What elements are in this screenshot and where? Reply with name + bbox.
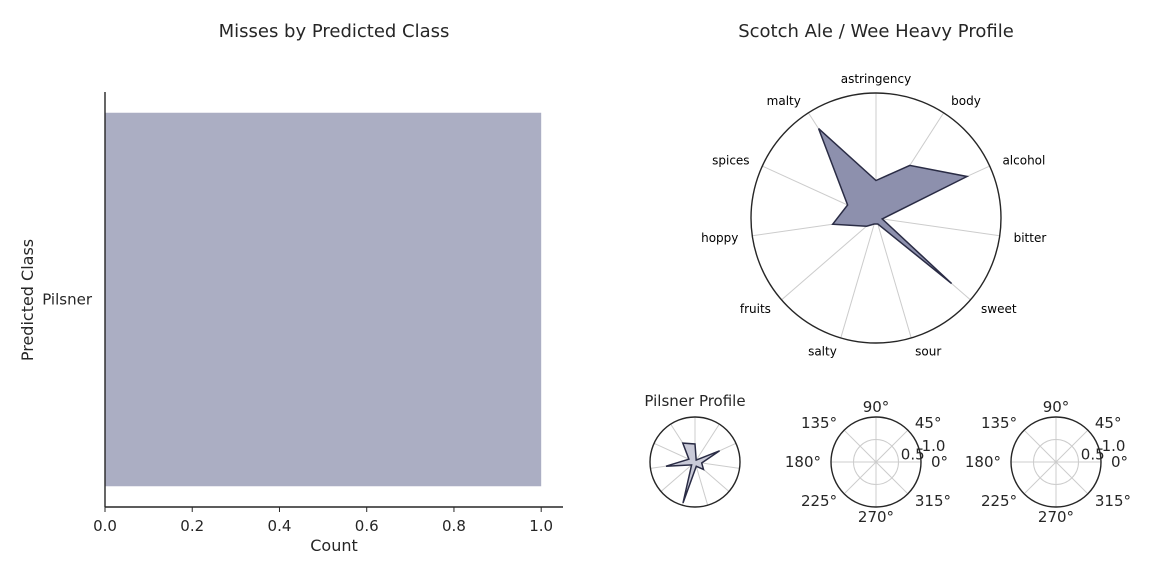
angle-tick-label: 225° — [981, 492, 1017, 510]
x-tick-label: 1.0 — [529, 517, 553, 535]
angle-tick-label: 315° — [915, 492, 951, 510]
x-tick-label: 0.2 — [180, 517, 204, 535]
axis-label-sweet: sweet — [981, 302, 1017, 316]
angle-tick-label: 270° — [1038, 508, 1074, 526]
axis-label-spices: spices — [712, 153, 749, 167]
axis-label-alcohol: alcohol — [1002, 153, 1045, 167]
bar-chart-y-ticks: Pilsner — [42, 291, 93, 309]
bar-chart-x-ticks: 0.0 0.2 0.4 0.6 0.8 1.0 — [93, 507, 553, 535]
polar-grid-spoke — [843, 461, 877, 495]
x-tick-label: 0.0 — [93, 517, 117, 535]
radial-tick-label: 1.0 — [922, 437, 946, 455]
radar-small-plot — [649, 416, 741, 508]
angle-tick-label: 315° — [1095, 492, 1131, 510]
axis-label-bitter: bitter — [1014, 231, 1047, 245]
axis-label-fruits: fruits — [740, 302, 771, 316]
x-tick-label: 0.6 — [355, 517, 379, 535]
angle-tick-label: 180° — [785, 453, 821, 471]
radial-tick-label: 1.0 — [1102, 437, 1126, 455]
axis-label-sour: sour — [915, 344, 941, 358]
y-tick-label: Pilsner — [42, 291, 93, 309]
bar-chart-bars — [105, 112, 542, 487]
spoke-body — [694, 423, 720, 463]
radar-small-title: Pilsner Profile — [644, 392, 745, 410]
angle-tick-label: 90° — [863, 398, 890, 416]
angle-tick-label: 0° — [931, 453, 948, 471]
bar-pilsner — [105, 112, 542, 487]
radar-outline — [649, 416, 741, 508]
spoke-bitter — [875, 217, 1000, 237]
angle-tick-label: 270° — [858, 508, 894, 526]
x-tick-label: 0.8 — [442, 517, 466, 535]
angle-tick-label: 225° — [801, 492, 837, 510]
radial-tick-label: 0.5 — [901, 445, 925, 463]
polar-grid-spoke — [843, 429, 877, 463]
spoke-sour — [875, 217, 912, 339]
angle-tick-label: 0° — [1111, 453, 1128, 471]
x-tick-label: 0.4 — [268, 517, 292, 535]
angle-tick-label: 180° — [965, 453, 1001, 471]
bar-chart-x-axis-label: Count — [310, 536, 358, 555]
radar-area — [817, 128, 970, 285]
polar-grid-spoke — [1055, 429, 1089, 463]
axis-label-malty: malty — [767, 94, 801, 108]
bar-chart-panel: Misses by Predicted Class 0.0 0.2 0.4 0.6 0.… — [18, 21, 563, 555]
axis-label-salty: salty — [808, 344, 837, 358]
spoke-fruits — [781, 217, 877, 301]
radar-main-plot: astringency body alcohol bitter sweet sour sal… — [701, 72, 1046, 358]
axis-label-hoppy: hoppy — [701, 231, 738, 245]
polar-outline — [830, 416, 922, 508]
polar-grid-spoke — [1023, 461, 1057, 495]
radar-small-panel: Pilsner Profile — [644, 392, 746, 508]
polar-grid-spoke — [875, 429, 909, 463]
polar-outline — [1010, 416, 1102, 508]
angle-tick-label: 135° — [981, 414, 1017, 432]
axis-label-astringency: astringency — [841, 72, 912, 86]
empty-polar-panel-2: 0° 45° 90° 135° 180° 225° 270° 315° 0.51.0 — [965, 398, 1131, 526]
bar-chart-title: Misses by Predicted Class — [219, 21, 450, 42]
angle-tick-label: 45° — [915, 414, 942, 432]
radar-outline — [750, 92, 1002, 344]
spoke-sour — [694, 461, 709, 506]
angle-tick-label: 135° — [801, 414, 837, 432]
radar-main-panel: Scotch Ale / Wee Heavy Profile astringen… — [701, 21, 1046, 358]
spoke-fruits — [660, 461, 696, 492]
spoke-salty — [840, 217, 877, 339]
empty-polar-panel-1: 0° 45° 90° 135° 180° 225° 270° 315° 0.51.0 — [785, 398, 951, 526]
radial-tick-label: 0.5 — [1081, 445, 1105, 463]
angle-tick-label: 90° — [1043, 398, 1070, 416]
polar-grid-spoke — [875, 461, 909, 495]
bar-chart-y-axis-label: Predicted Class — [18, 239, 37, 361]
radar-area — [665, 442, 721, 504]
radar-main-title: Scotch Ale / Wee Heavy Profile — [738, 21, 1014, 42]
axis-label-body: body — [951, 94, 981, 108]
polar-grid-spoke — [1023, 429, 1057, 463]
angle-tick-label: 45° — [1095, 414, 1122, 432]
polar-grid-spoke — [1055, 461, 1089, 495]
